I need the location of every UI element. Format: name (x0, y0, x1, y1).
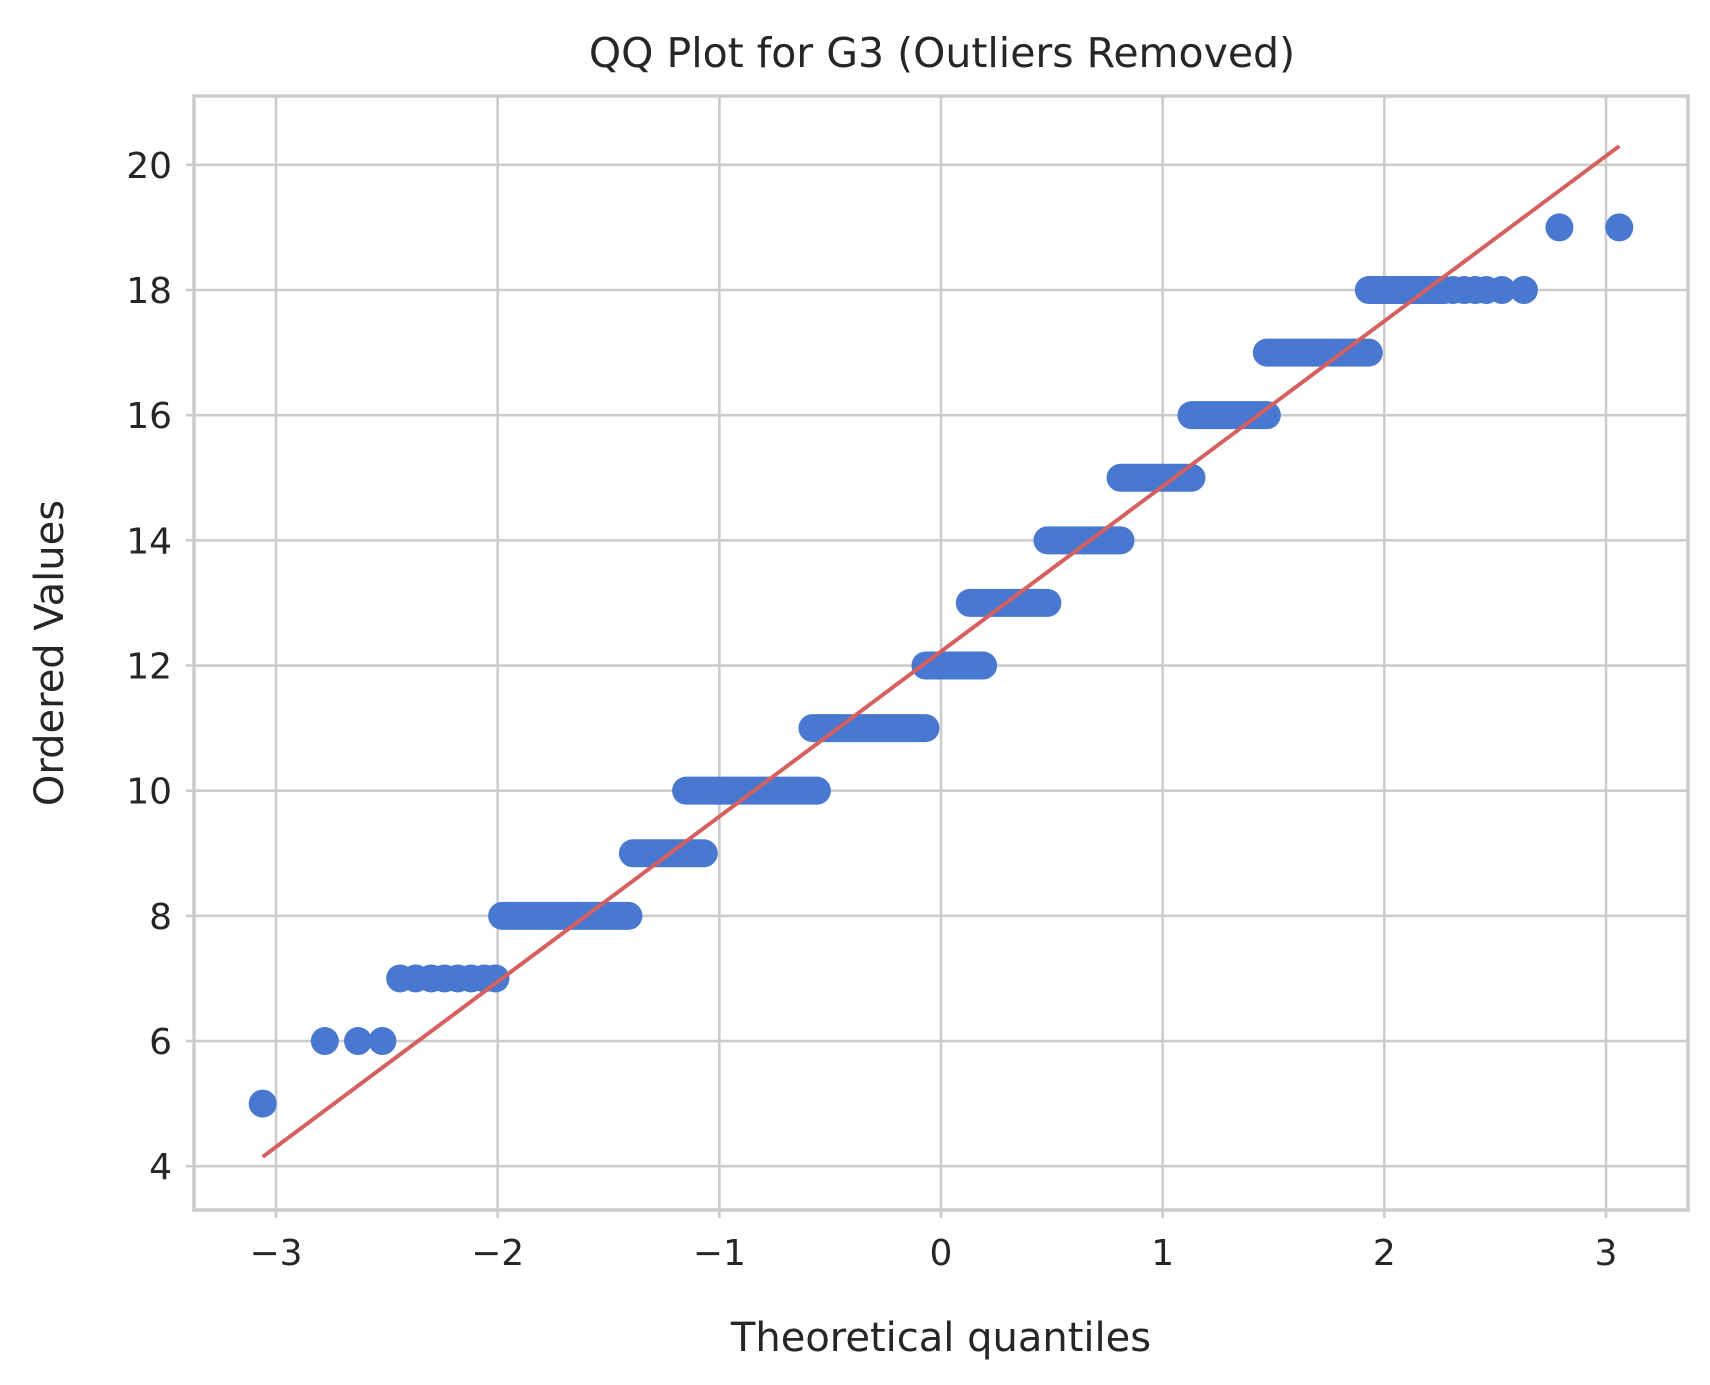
grid-lines (194, 96, 1688, 1210)
data-point (1509, 276, 1538, 305)
data-point (1605, 213, 1634, 242)
y-tick: 18 (126, 271, 194, 312)
y-tick: 20 (126, 146, 194, 187)
data-point (248, 1089, 277, 1118)
x-tick: 0 (930, 1210, 953, 1274)
x-tick-label: 0 (930, 1233, 953, 1274)
x-tick-label: 1 (1151, 1233, 1174, 1274)
y-tick-label: 14 (126, 521, 172, 562)
data-point (344, 1027, 373, 1056)
y-tick-label: 16 (126, 396, 172, 437)
data-point (481, 964, 510, 993)
y-tick: 10 (126, 772, 194, 813)
y-tick: 6 (149, 1022, 194, 1063)
y-axis-ticks: 4 6 8 10 12 14 16 18 20 (126, 146, 194, 1188)
y-tick: 16 (126, 396, 194, 437)
x-tick: 2 (1373, 1210, 1396, 1274)
x-tick-label: −2 (471, 1233, 524, 1274)
x-tick-label: 2 (1373, 1233, 1396, 1274)
x-axis-label: Theoretical quantiles (730, 1315, 1151, 1361)
y-tick-label: 10 (126, 772, 172, 813)
y-tick-label: 20 (126, 146, 172, 187)
data-point (1545, 213, 1574, 242)
x-tick-label: −3 (249, 1233, 302, 1274)
data-point (310, 1027, 339, 1056)
reference-line-group (261, 144, 1621, 1159)
data-points (248, 213, 1634, 1118)
y-tick: 14 (126, 521, 194, 562)
y-tick-label: 8 (149, 897, 172, 938)
y-tick: 8 (149, 897, 194, 938)
y-axis-label: Ordered Values (27, 500, 73, 806)
x-tick: −3 (249, 1210, 303, 1274)
y-tick: 12 (126, 647, 194, 688)
data-point (1487, 276, 1516, 305)
reference-line (261, 144, 1621, 1159)
x-tick: 1 (1151, 1210, 1174, 1274)
data-point (368, 1027, 397, 1056)
y-tick-label: 4 (149, 1147, 172, 1188)
x-tick: −1 (693, 1210, 746, 1274)
x-tick: 3 (1595, 1210, 1618, 1274)
x-axis-ticks: −3 −2 −1 0 1 2 3 (249, 1210, 1617, 1274)
y-tick-label: 18 (126, 271, 172, 312)
x-tick-label: −1 (693, 1233, 746, 1274)
x-tick-label: 3 (1595, 1233, 1618, 1274)
chart-title: QQ Plot for G3 (Outliers Removed) (589, 29, 1295, 77)
y-tick-label: 6 (149, 1022, 172, 1063)
x-tick: −2 (471, 1210, 524, 1274)
y-tick-label: 12 (126, 647, 172, 688)
y-tick: 4 (149, 1147, 194, 1188)
